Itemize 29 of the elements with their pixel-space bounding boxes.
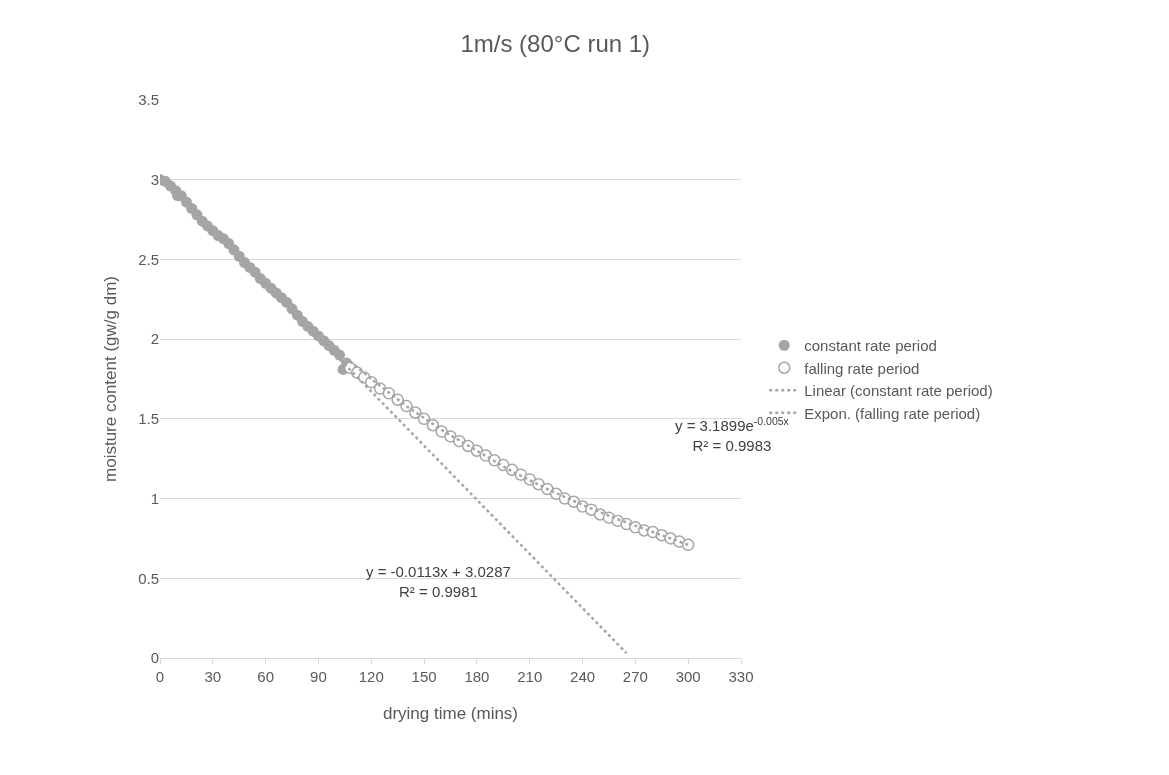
y-tick-label: 2.5 — [138, 250, 159, 268]
point — [681, 538, 695, 552]
legend-label: Expon. (falling rate period) — [804, 404, 981, 422]
legend-label: falling rate period — [804, 359, 920, 377]
x-axis-title: drying time (mins) — [382, 704, 519, 723]
x-tick-label: 210 — [517, 668, 543, 685]
legend-label: constant rate period — [804, 337, 937, 355]
x-tick-label: 30 — [204, 668, 222, 685]
y-axis-title: moisture content (gw/g dm) — [101, 276, 120, 482]
x-tick-label: 60 — [257, 668, 274, 685]
x-tick-label: 300 — [675, 668, 701, 685]
y-tick-label: 2 — [150, 330, 159, 348]
y-tick-label: 1 — [150, 489, 159, 507]
y-tick-label: 3 — [150, 170, 159, 188]
x-tick-label: 270 — [622, 668, 648, 685]
chart-title: 1m/s (80°C run 1) — [460, 29, 651, 57]
x-tick-label: 240 — [570, 668, 596, 685]
x-tick-label: 330 — [728, 668, 754, 685]
y-tick-label: 0 — [150, 649, 159, 667]
y-tick-label: 3.5 — [138, 91, 159, 109]
x-tick-label: 120 — [358, 668, 384, 685]
x-tick-label: 180 — [464, 668, 490, 685]
y-tick-label: 0.5 — [138, 569, 159, 587]
annotation: y = -0.0113x + 3.0287 R² = 0.9981 — [366, 563, 511, 600]
x-tick-label: 90 — [310, 668, 327, 685]
y-tick-label: 1.5 — [138, 410, 159, 428]
annotation: y = 3.1899e$^{-0.005x}$ R² = 0.9983 — [675, 415, 790, 454]
x-tick-label: 150 — [411, 668, 437, 685]
legend-label: Linear (constant rate period) — [804, 382, 993, 400]
